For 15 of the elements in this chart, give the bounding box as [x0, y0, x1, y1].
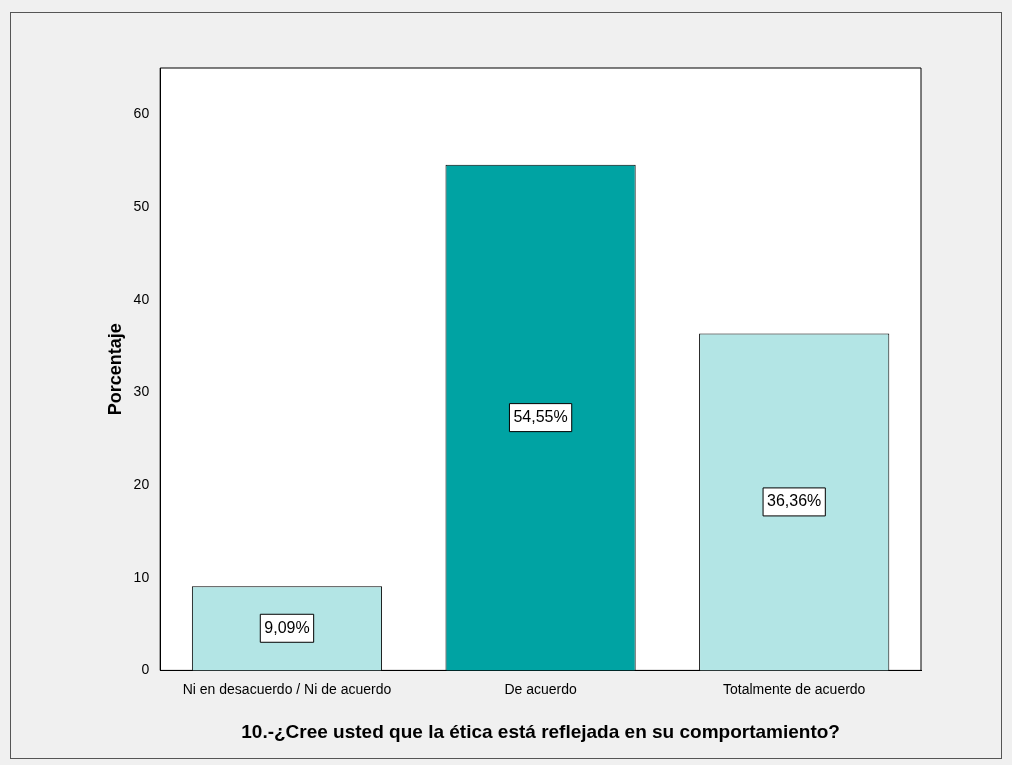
- x-axis-title: 10.-¿Cree usted que la ética está reflejada en su comportamiento?: [241, 720, 840, 742]
- y-tick-label: 20: [133, 475, 150, 492]
- x-tick-label: Totalmente de acuerdo: [722, 680, 866, 697]
- y-tick-label: 40: [133, 290, 150, 307]
- y-tick-label: 30: [133, 383, 150, 400]
- x-tick-label: De acuerdo: [504, 680, 577, 697]
- data-label: 54,55%: [513, 408, 568, 426]
- y-tick-label: 10: [133, 568, 150, 585]
- y-tick-label: 50: [133, 197, 150, 214]
- y-tick-label: 0: [141, 661, 150, 678]
- data-label: 9,09%: [264, 618, 310, 636]
- x-tick-label: Ni en desacuerdo / Ni de acuerdo: [182, 680, 392, 697]
- y-axis-title: Porcentaje: [104, 323, 125, 416]
- y-tick-label: 60: [133, 105, 150, 122]
- data-label: 36,36%: [767, 492, 822, 510]
